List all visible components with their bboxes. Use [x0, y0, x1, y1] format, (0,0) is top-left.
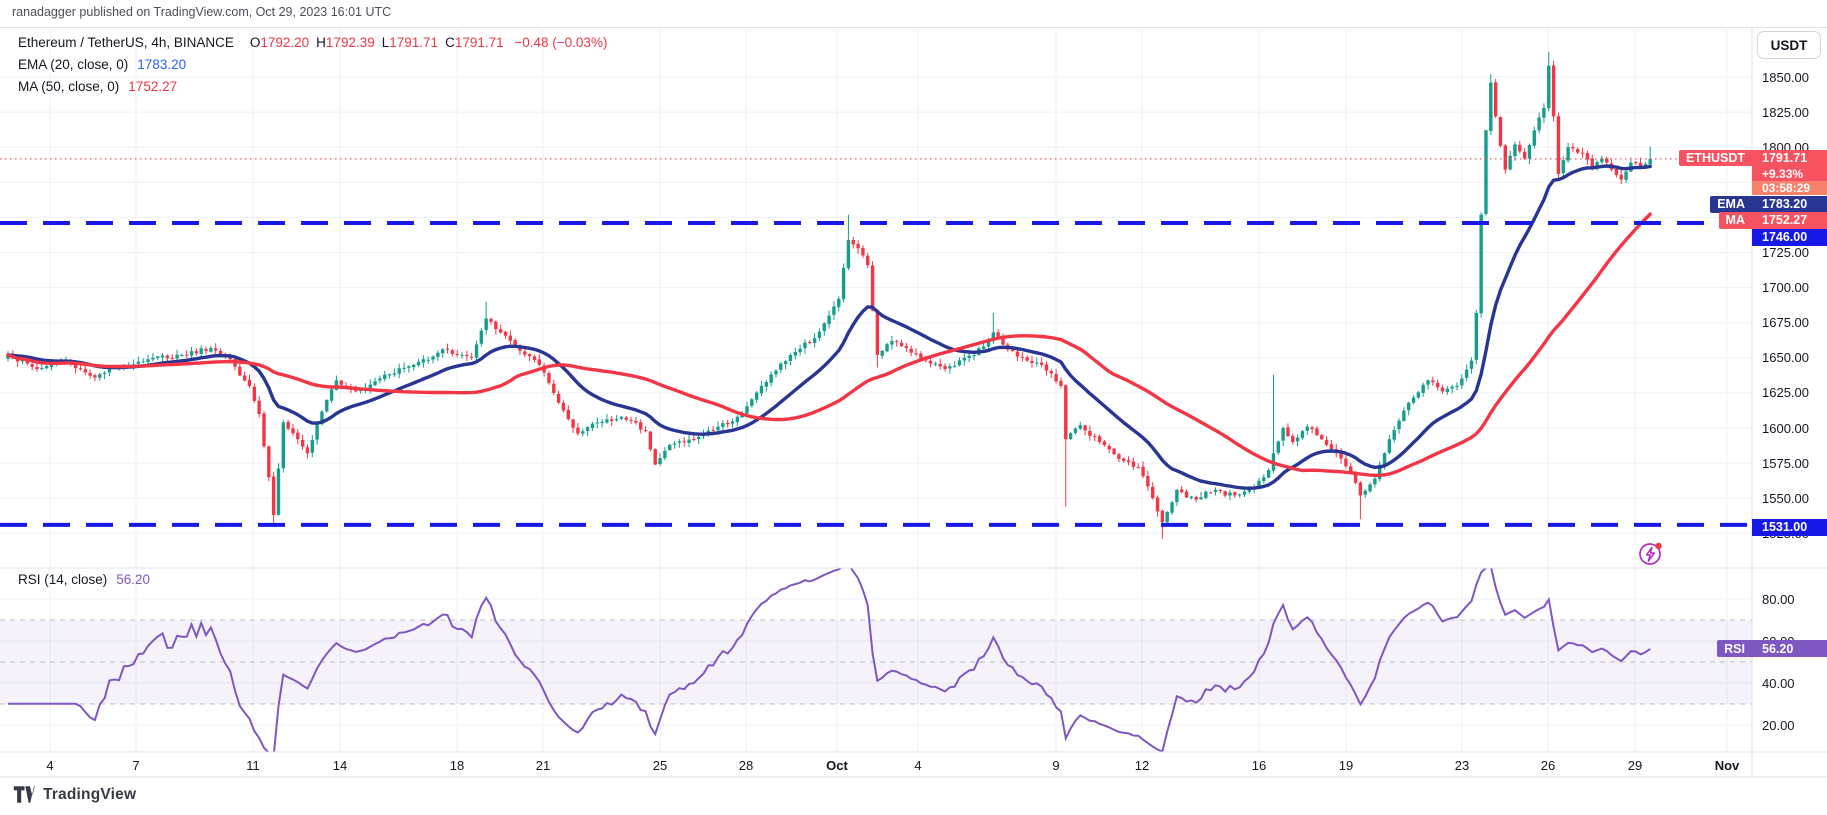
price-axis-label: 1700.00	[1762, 280, 1809, 296]
tradingview-logo[interactable]: TradingView	[13, 785, 136, 804]
time-axis-label: 11	[246, 758, 260, 773]
price-axis-label: 1825.00	[1762, 104, 1809, 120]
price-axis-label: 1600.00	[1762, 420, 1809, 436]
ma-indicator-name: MA (50, close, 0)	[18, 78, 120, 94]
ema-price-tag: EMA 1783.20	[1710, 195, 1827, 213]
flash-ideas-button[interactable]	[1637, 540, 1664, 567]
time-axis-label: 16	[1251, 758, 1267, 773]
tradingview-logo-text: TradingView	[43, 785, 137, 803]
notification-dot	[1655, 542, 1662, 550]
time-axis-label: Oct	[826, 758, 848, 773]
rsi-value-tag: RSI 56.20	[1717, 640, 1827, 658]
time-axis-label: 23	[1454, 758, 1470, 773]
price-axis-label: 1675.00	[1762, 315, 1809, 331]
time-axis-label: 29	[1627, 758, 1643, 773]
legend-symbol-row[interactable]: Ethereum / TetherUS, 4h, BINANCE O1792.2…	[18, 31, 607, 53]
legend-rsi-row[interactable]: RSI (14, close) 56.20	[18, 572, 150, 587]
symbol-tag-label: ETHUSDT	[1678, 150, 1752, 167]
rsi-axis-label: 80.00	[1762, 591, 1795, 607]
price-axis-label: 1550.00	[1762, 490, 1809, 506]
rsi-axis-label: 20.00	[1762, 717, 1795, 733]
time-axis-label: 28	[738, 758, 754, 773]
time-axis-label: 14	[332, 758, 348, 773]
rsi-indicator-name: RSI (14, close)	[18, 572, 108, 587]
time-axis-label: Nov	[1714, 758, 1740, 773]
ema-indicator-name: EMA (20, close, 0)	[18, 56, 129, 72]
currency-toggle-button[interactable]: USDT	[1757, 31, 1821, 59]
rsi-indicator-value: 56.20	[116, 572, 151, 587]
time-axis-label: 4	[46, 758, 54, 773]
price-axis-label: 1725.00	[1762, 245, 1809, 260]
support-level-tag: 1531.00	[1752, 518, 1827, 536]
time-axis-label: 7	[132, 758, 140, 773]
time-axis-label: 26	[1540, 758, 1556, 773]
time-axis-label: 12	[1134, 758, 1150, 773]
tradingview-logo-icon	[13, 786, 35, 803]
time-axis-label: 19	[1338, 758, 1354, 773]
legend-ma-row[interactable]: MA (50, close, 0) 1752.27	[18, 75, 607, 97]
price-axis-label: 1575.00	[1762, 455, 1809, 471]
chart-legend: Ethereum / TetherUS, 4h, BINANCE O1792.2…	[18, 31, 607, 97]
symbol-tag-percent: +9.33%	[1752, 166, 1827, 181]
symbol-tag-value: 1791.71	[1752, 150, 1827, 167]
lightning-icon	[1639, 542, 1662, 565]
rsi-axis-label: 40.00	[1762, 675, 1795, 691]
time-axis-label: 21	[535, 758, 551, 773]
resistance-level-tag: 1746.00	[1752, 228, 1827, 246]
last-price-tag: ETHUSDT 1791.71 +9.33% 03:58:29	[1678, 150, 1827, 196]
time-axis-label: 18	[449, 758, 465, 773]
price-axis-label: 1625.00	[1762, 385, 1809, 401]
legend-ema-row[interactable]: EMA (20, close, 0) 1783.20	[18, 53, 607, 75]
symbol-tag-countdown: 03:58:29	[1752, 180, 1827, 196]
symbol-title: Ethereum / TetherUS, 4h, BINANCE	[18, 34, 234, 50]
ema-indicator-value: 1783.20	[137, 56, 187, 72]
publish-watermark: ranadagger published on TradingView.com,…	[12, 5, 392, 19]
time-axis-label: 25	[652, 758, 668, 773]
time-axis-label: 4	[914, 758, 922, 773]
ma-price-tag: MA 1752.27	[1718, 211, 1827, 229]
price-axis-label: 1850.00	[1762, 69, 1809, 85]
time-axis-label: 9	[1052, 758, 1060, 773]
price-axis-label: 1650.00	[1762, 350, 1809, 366]
ma-indicator-value: 1752.27	[128, 78, 178, 94]
ohlc-values: O1792.20 H1792.39 L1791.71 C1791.71 −0.48 (…	[249, 34, 608, 50]
